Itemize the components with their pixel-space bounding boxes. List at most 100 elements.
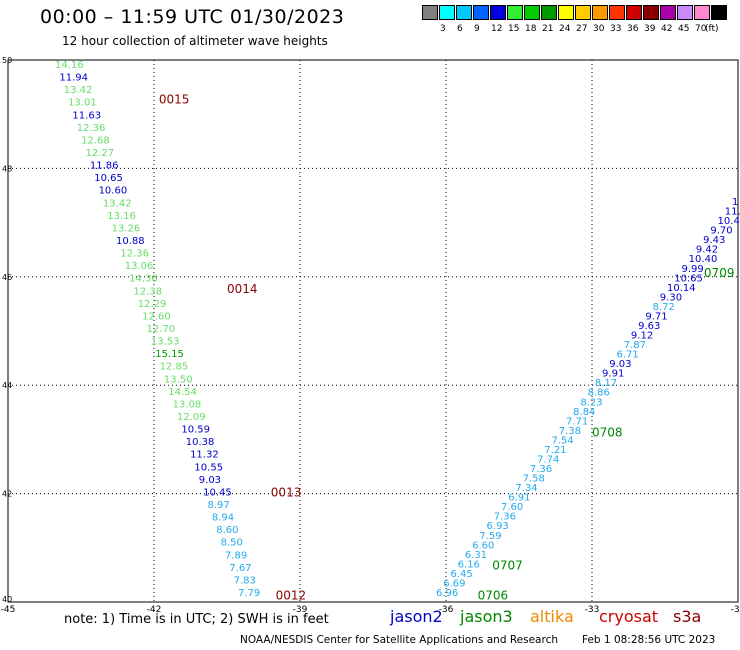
legend-jason2: jason2 (390, 607, 443, 626)
pass-time-label: 0014 (227, 282, 258, 296)
scale-unit-label: (ft) (705, 24, 719, 34)
wave-height-label: 7.83 (234, 575, 256, 586)
scale-swatch (456, 5, 472, 20)
wave-height-label: 12.85 (160, 362, 189, 373)
legend-cryosat: cryosat (599, 607, 659, 626)
lat-tick-label: 40 (2, 595, 12, 604)
scale-swatch (507, 5, 523, 20)
wave-height-label: 10.60 (99, 186, 128, 197)
wave-height-label: 7.67 (229, 563, 251, 574)
wave-height-label: 6.93 (487, 521, 509, 532)
wave-height-label: 9.43 (703, 235, 725, 246)
legend-jason3: jason3 (460, 607, 513, 626)
scale-swatch (694, 5, 710, 20)
pass-time-label: 0012 (276, 588, 307, 602)
wave-height-label: 10.59 (181, 425, 210, 436)
scale-swatch (711, 5, 727, 20)
pass-time-label: 0709 (704, 266, 735, 280)
wave-height-label: 9.63 (638, 321, 660, 332)
wave-height-label: 10.42 (718, 216, 740, 227)
wave-height-label: 7.36 (530, 464, 552, 475)
scale-swatch (524, 5, 540, 20)
scale-swatch (643, 5, 659, 20)
pass-time-label: 0013 (271, 485, 302, 499)
wave-height-label: 14.54 (168, 387, 197, 398)
wave-height-label: 7.36 (494, 512, 516, 523)
lat-tick-label: 46 (2, 273, 12, 282)
scale-swatch (558, 5, 574, 20)
wave-height-label: 11.86 (90, 161, 119, 172)
wave-height-label: 12.70 (147, 324, 176, 335)
wave-height-label: 9.42 (696, 245, 718, 256)
legend-altika: altika (530, 607, 574, 626)
wave-height-label: 11.32 (190, 450, 219, 461)
wave-height-label: 6.31 (465, 550, 487, 561)
wave-height-label: 9.12 (631, 331, 653, 342)
wave-height-label: 11.94 (59, 73, 88, 84)
wave-height-label: 13.06 (125, 261, 154, 272)
legend-s3a: s3a (673, 607, 702, 626)
wave-height-label: 13.16 (107, 211, 136, 222)
scale-label: 12 (491, 24, 503, 34)
scale-label: 33 (610, 24, 622, 34)
wave-height-label: 6.45 (450, 569, 472, 580)
wave-height-label: 9.03 (199, 475, 221, 486)
scale-swatch (439, 5, 455, 20)
scale-label: 3 (440, 24, 446, 34)
wave-height-label: 12.60 (142, 311, 171, 322)
lon-tick-label: -42 (147, 605, 162, 615)
wave-height-label: 9.91 (602, 369, 624, 380)
page-subtitle: 12 hour collection of altimeter wave hei… (62, 34, 328, 48)
wave-height-label: 10.45 (203, 487, 232, 498)
wave-height-label: 13.08 (173, 399, 202, 410)
wave-height-label: 6.60 (472, 540, 494, 551)
wave-height-label: 9.99 (681, 264, 703, 275)
scale-label: 15 (508, 24, 520, 34)
scale-label: 39 (644, 24, 656, 34)
scale-swatch (592, 5, 608, 20)
wave-height-label: 10.38 (186, 437, 215, 448)
scale-label: 45 (678, 24, 690, 34)
wave-height-label: 8.94 (212, 513, 234, 524)
scale-swatch (609, 5, 625, 20)
wave-height-label: 11. (725, 207, 740, 218)
lon-tick-label: -36 (439, 605, 454, 615)
scale-label: 27 (576, 24, 588, 34)
wave-height-label: 8.86 (588, 388, 610, 399)
scale-swatch (626, 5, 642, 20)
wave-height-label: 12.09 (177, 412, 206, 423)
wave-height-label: 11.63 (72, 110, 101, 121)
page-title: 00:00 – 11:59 UTC 01/30/2023 (40, 6, 345, 28)
wave-height-label: 9.30 (660, 292, 682, 303)
scale-label: 30 (593, 24, 605, 34)
pass-time-label: 0706 (478, 588, 509, 602)
wave-height-label: 8.84 (573, 407, 595, 418)
wave-height-label: 10.14 (667, 283, 696, 294)
scale-swatch (490, 5, 506, 20)
scale-swatch (473, 5, 489, 20)
wave-height-label: 12.68 (81, 135, 110, 146)
lon-tick-label: -30 (731, 605, 740, 615)
scale-label: 6 (457, 24, 463, 34)
wave-height-label: 7.87 (624, 340, 646, 351)
pass-time-label: 0707 (492, 558, 523, 572)
wave-height-label: 10.55 (194, 462, 223, 473)
wave-height-label: 7.60 (501, 502, 523, 513)
footer-note: note: 1) Time is in UTC; 2) SWH is in fe… (64, 612, 329, 627)
wave-height-label: 8.60 (216, 525, 238, 536)
wave-height-label: 10.65 (674, 273, 703, 284)
scale-label: 24 (559, 24, 571, 34)
scale-swatch (422, 5, 438, 20)
wave-height-label: 13.26 (112, 223, 141, 234)
scale-swatch (541, 5, 557, 20)
pass-time-label: 0015 (159, 92, 190, 106)
wave-height-label: 7.54 (552, 435, 574, 446)
lon-tick-label: -39 (293, 605, 308, 615)
wave-height-label: 14.36 (129, 274, 158, 285)
wave-height-label: 7.34 (515, 483, 537, 494)
wave-height-label: 7.79 (238, 588, 260, 599)
wave-height-label: 7.38 (559, 426, 581, 437)
wave-height-label: 10.40 (689, 254, 718, 265)
wave-height-label: 15.15 (155, 349, 184, 360)
